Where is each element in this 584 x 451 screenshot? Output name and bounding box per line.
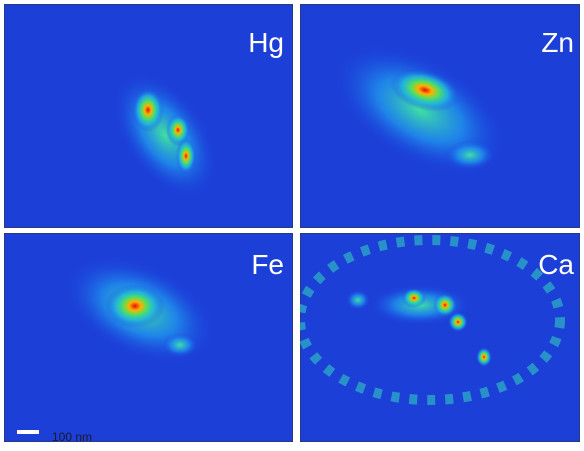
scale-bar (17, 430, 39, 434)
panel-label: Zn (541, 27, 574, 58)
element-maps: Hg Zn Fe 100 nm Ca (0, 0, 584, 446)
panel-label: Fe (251, 249, 284, 280)
panel-zn: Zn (300, 4, 580, 228)
panel-fe: Fe 100 nm (4, 233, 293, 444)
panel-hg: Hg (4, 4, 293, 228)
scale-bar-label: 100 nm (52, 430, 92, 444)
panel-ca: Ca (300, 233, 580, 442)
panel-label: Ca (538, 249, 574, 280)
panel-label: Hg (248, 27, 284, 58)
